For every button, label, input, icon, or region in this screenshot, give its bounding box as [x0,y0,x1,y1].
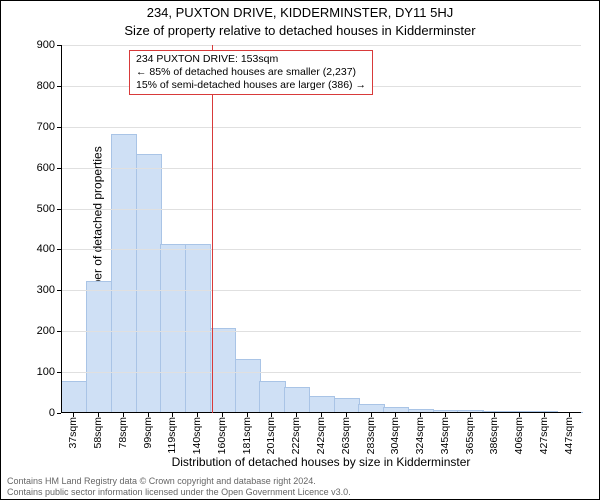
x-tick-label: 201sqm [265,417,277,454]
annotation-line-3: 15% of semi-detached houses are larger (… [136,79,366,92]
histogram-bar [61,381,87,413]
histogram-bar [309,396,335,413]
y-tick-mark [57,413,61,414]
title-address: 234, PUXTON DRIVE, KIDDERMINSTER, DY11 5… [1,5,599,20]
y-tick-mark [57,372,61,373]
footer-line-2: Contains public sector information licen… [7,487,351,497]
histogram-bar [185,244,211,413]
x-tick-label: 37sqm [67,417,79,449]
histogram-bar [259,381,285,413]
y-tick-label: 600 [37,162,55,174]
histogram-bar [136,154,162,413]
x-tick-label: 365sqm [464,417,476,454]
y-tick-label: 900 [37,39,55,51]
histogram-bar [235,359,261,413]
title-subtitle: Size of property relative to detached ho… [1,23,599,38]
x-tick-label: 386sqm [488,417,500,454]
x-tick-label: 119sqm [166,417,178,454]
x-tick-label: 160sqm [216,417,228,454]
x-tick-label: 242sqm [315,417,327,454]
y-tick-label: 800 [37,80,55,92]
y-tick-mark [57,249,61,250]
histogram-bar [86,281,112,413]
y-tick-mark [57,127,61,128]
histogram-bar [210,328,236,413]
y-tick-label: 700 [37,121,55,133]
x-tick-label: 78sqm [117,417,129,449]
gridline [61,45,581,46]
x-tick-label: 427sqm [538,417,550,454]
plot-inner: 0100200300400500600700800900 37sqm58sqm7… [61,45,581,413]
gridline [61,290,581,291]
x-tick-label: 222sqm [290,417,302,454]
y-tick-mark [57,331,61,332]
figure-container: 234, PUXTON DRIVE, KIDDERMINSTER, DY11 5… [0,0,600,500]
gridline [61,372,581,373]
annotation-box: 234 PUXTON DRIVE: 153sqm ← 85% of detach… [129,50,373,95]
x-tick-label: 263sqm [340,417,352,454]
annotation-line-1: 234 PUXTON DRIVE: 153sqm [136,53,366,66]
plot-area: 0100200300400500600700800900 37sqm58sqm7… [61,45,581,413]
gridline [61,331,581,332]
y-tick-mark [57,290,61,291]
y-tick-label: 400 [37,243,55,255]
gridline [61,168,581,169]
y-tick-label: 300 [37,284,55,296]
y-tick-mark [57,86,61,87]
histogram-bar [334,398,360,413]
gridline [61,249,581,250]
x-tick-label: 447sqm [563,417,575,454]
y-tick-label: 500 [37,203,55,215]
x-tick-label: 283sqm [365,417,377,454]
y-tick-label: 200 [37,325,55,337]
x-tick-label: 406sqm [513,417,525,454]
y-tick-label: 100 [37,366,55,378]
y-tick-mark [57,168,61,169]
y-axis-line [61,45,62,413]
footer-line-1: Contains HM Land Registry data © Crown c… [7,476,351,486]
x-tick-label: 345sqm [439,417,451,454]
y-tick-label: 0 [49,407,55,419]
footer-attribution: Contains HM Land Registry data © Crown c… [7,476,351,497]
x-tick-label: 99sqm [142,417,154,449]
gridline [61,209,581,210]
x-axis-label: Distribution of detached houses by size … [61,455,581,469]
annotation-line-2: ← 85% of detached houses are smaller (2,… [136,66,366,79]
histogram-bar [284,387,310,413]
x-tick-label: 181sqm [241,417,253,454]
histogram-bar [160,244,186,413]
y-tick-mark [57,209,61,210]
gridline [61,127,581,128]
bars-layer [61,45,581,413]
y-tick-mark [57,45,61,46]
x-tick-label: 58sqm [92,417,104,449]
x-tick-label: 140sqm [191,417,203,454]
x-tick-label: 304sqm [389,417,401,454]
reference-line [212,45,213,413]
x-tick-label: 324sqm [414,417,426,454]
